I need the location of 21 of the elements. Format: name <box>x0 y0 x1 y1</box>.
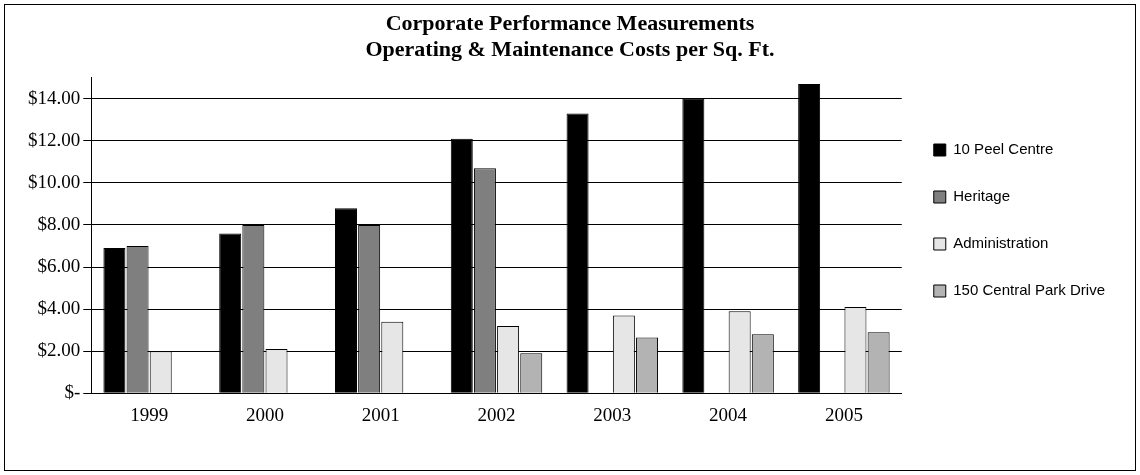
y-tick-label: $2.00 <box>37 339 81 361</box>
x-tick-label: 2002 <box>477 403 516 425</box>
y-tick-label: $10.00 <box>28 170 81 192</box>
y-tick-label: $12.00 <box>28 128 81 150</box>
x-tick-label: 2004 <box>709 403 748 425</box>
x-tick-label: 1999 <box>130 403 169 425</box>
legend-label: Heritage <box>953 187 1010 205</box>
y-tick-label: $- <box>64 381 81 403</box>
text: Corporate Performance Measurements <box>385 9 755 35</box>
x-tick-label: 2001 <box>361 403 400 425</box>
y-tick-label: $14.00 <box>28 86 81 108</box>
y-tick-label: $8.00 <box>37 212 81 234</box>
x-tick-label: 2003 <box>593 403 632 425</box>
y-tick-label: $6.00 <box>37 255 81 277</box>
y-tick-label: $4.00 <box>37 297 81 319</box>
legend-label: 10 Peel Centre <box>953 140 1054 158</box>
x-tick-label: 2005 <box>824 403 863 425</box>
legend-label: 150 Central Park Drive <box>953 281 1106 299</box>
text: Operating & Maintenance Costs per Sq. Ft. <box>365 36 775 62</box>
x-tick-label: 2000 <box>245 403 284 425</box>
legend-label: Administration <box>953 234 1049 252</box>
